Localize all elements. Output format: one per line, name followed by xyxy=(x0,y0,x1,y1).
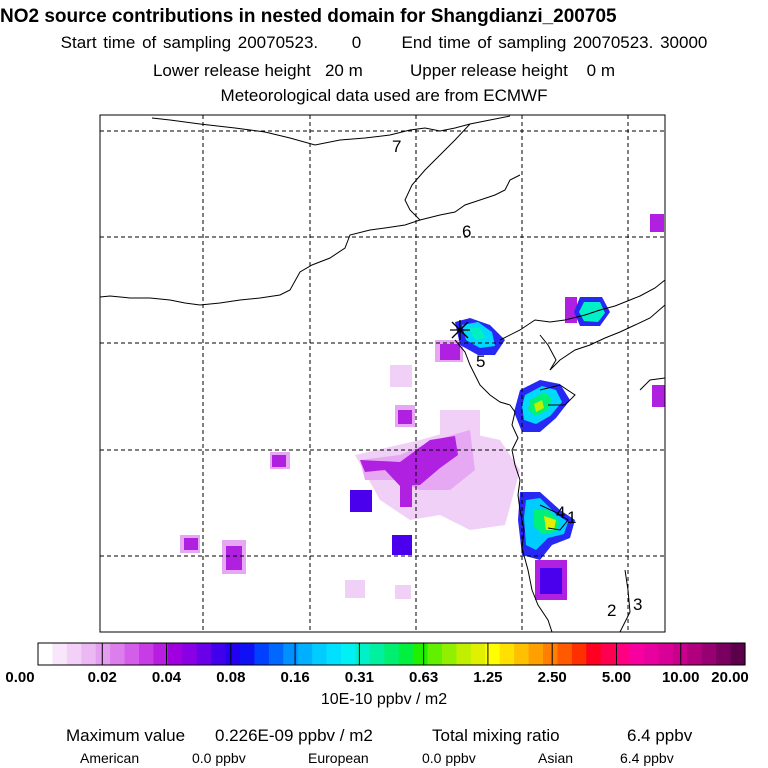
region-label-1: 1 xyxy=(567,508,576,527)
colorbar-swatch xyxy=(384,643,400,665)
colorbar-swatch xyxy=(600,643,616,665)
colorbar-swatch xyxy=(398,643,414,665)
colorbar-swatch xyxy=(283,643,299,665)
colorbar-swatch xyxy=(557,643,573,665)
met-data-source: Meteorological data used are from ECMWF xyxy=(220,86,548,105)
colorbar-swatch xyxy=(485,643,501,665)
colorbar-swatch xyxy=(644,643,660,665)
region-name-asian: Asian xyxy=(538,750,574,766)
colorbar-label: 0.16 xyxy=(280,669,310,686)
colorbar-label: 5.00 xyxy=(601,669,632,686)
map-background xyxy=(100,115,665,632)
colorbar-swatch xyxy=(528,643,544,665)
colorbar-swatch xyxy=(297,643,313,665)
colorbar-label: 10.00 xyxy=(661,669,700,686)
colorbar-swatch xyxy=(95,643,111,665)
colorbar-swatch xyxy=(427,643,443,665)
concentration-field xyxy=(180,214,665,600)
region-label-7: 7 xyxy=(392,137,401,156)
region-label-4: 4 xyxy=(556,503,565,522)
colorbar-swatch xyxy=(124,643,140,665)
colorbar-swatch xyxy=(586,643,602,665)
colorbar-swatch xyxy=(369,643,385,665)
colorbar-swatch xyxy=(629,643,645,665)
colorbar-swatch xyxy=(81,643,97,665)
chart-title: NO2 source contributions in nested domai… xyxy=(0,6,617,27)
colorbar-swatch xyxy=(701,643,717,665)
star-icon xyxy=(450,320,470,340)
colorbar-swatch xyxy=(38,643,54,665)
colorbar-swatch xyxy=(182,643,198,665)
colorbar xyxy=(37,642,746,666)
total-mixing-value: 6.4 ppbv xyxy=(627,726,693,745)
graticule xyxy=(100,115,665,632)
colorbar-swatch xyxy=(312,643,328,665)
colorbar-label: 0.31 xyxy=(344,669,374,686)
region-value-asian: 6.4 ppbv xyxy=(620,750,674,766)
colorbar-swatch xyxy=(211,643,227,665)
region-label-2: 2 xyxy=(607,601,616,620)
colorbar-swatch xyxy=(139,643,155,665)
colorbar-swatch xyxy=(268,643,284,665)
colorbar-swatch xyxy=(716,643,732,665)
colorbar-label: 0.04 xyxy=(151,669,182,686)
colorbar-swatch xyxy=(499,643,515,665)
region-label-5: 5 xyxy=(476,352,485,371)
colorbar-swatch xyxy=(326,643,342,665)
colorbar-swatch xyxy=(225,643,241,665)
colorbar-swatch xyxy=(442,643,458,665)
colorbar-swatch xyxy=(658,643,674,665)
coastline xyxy=(100,115,665,632)
colorbar-swatch xyxy=(355,643,371,665)
colorbar-swatch xyxy=(571,643,587,665)
colorbar-label: 0.02 xyxy=(87,669,117,686)
colorbar-swatch xyxy=(730,643,746,665)
colorbar-swatch xyxy=(543,643,559,665)
colorbar-swatch xyxy=(413,643,429,665)
colorbar-swatch xyxy=(687,643,703,665)
sampling-times: Start time of sampling 20070523. 0 End t… xyxy=(60,33,708,52)
colorbar-label: 0.00 xyxy=(5,669,35,686)
colorbar-swatch xyxy=(153,643,169,665)
region-name-european: European xyxy=(308,750,369,766)
region-name-american: American xyxy=(80,750,140,766)
colorbar-swatch xyxy=(52,643,68,665)
colorbar-swatch xyxy=(167,643,183,665)
colorbar-label: 1.25 xyxy=(473,669,503,686)
release-heights: Lower release height 20 m Upper release … xyxy=(152,61,616,80)
region-value-american: 0.0 ppbv xyxy=(192,750,246,766)
colorbar-label: 20.00 xyxy=(711,669,749,686)
colorbar-label: 2.50 xyxy=(537,669,567,686)
colorbar-label: 0.63 xyxy=(409,669,439,686)
colorbar-swatch xyxy=(470,643,486,665)
max-value-label: Maximum value xyxy=(66,726,186,745)
colorbar-swatch xyxy=(456,643,472,665)
colorbar-swatch xyxy=(110,643,126,665)
map-frame xyxy=(99,114,666,633)
colorbar-frame xyxy=(37,642,746,666)
region-value-european: 0.0 ppbv xyxy=(422,750,476,766)
region-label-3: 3 xyxy=(633,595,642,614)
total-mixing-label: Total mixing ratio xyxy=(432,726,560,745)
region-label-6: 6 xyxy=(462,222,471,241)
colorbar-swatch xyxy=(196,643,212,665)
colorbar-swatch xyxy=(615,643,631,665)
colorbar-swatch xyxy=(254,643,270,665)
colorbar-label: 0.08 xyxy=(216,669,246,686)
colorbar-swatch xyxy=(341,643,357,665)
colorbar-swatch xyxy=(240,643,256,665)
colorbar-units: 10E-10 ppbv / m2 xyxy=(320,691,448,708)
max-value: 0.226E-09 ppbv / m2 xyxy=(215,726,373,745)
colorbar-swatch xyxy=(514,643,530,665)
colorbar-swatch xyxy=(66,643,82,665)
